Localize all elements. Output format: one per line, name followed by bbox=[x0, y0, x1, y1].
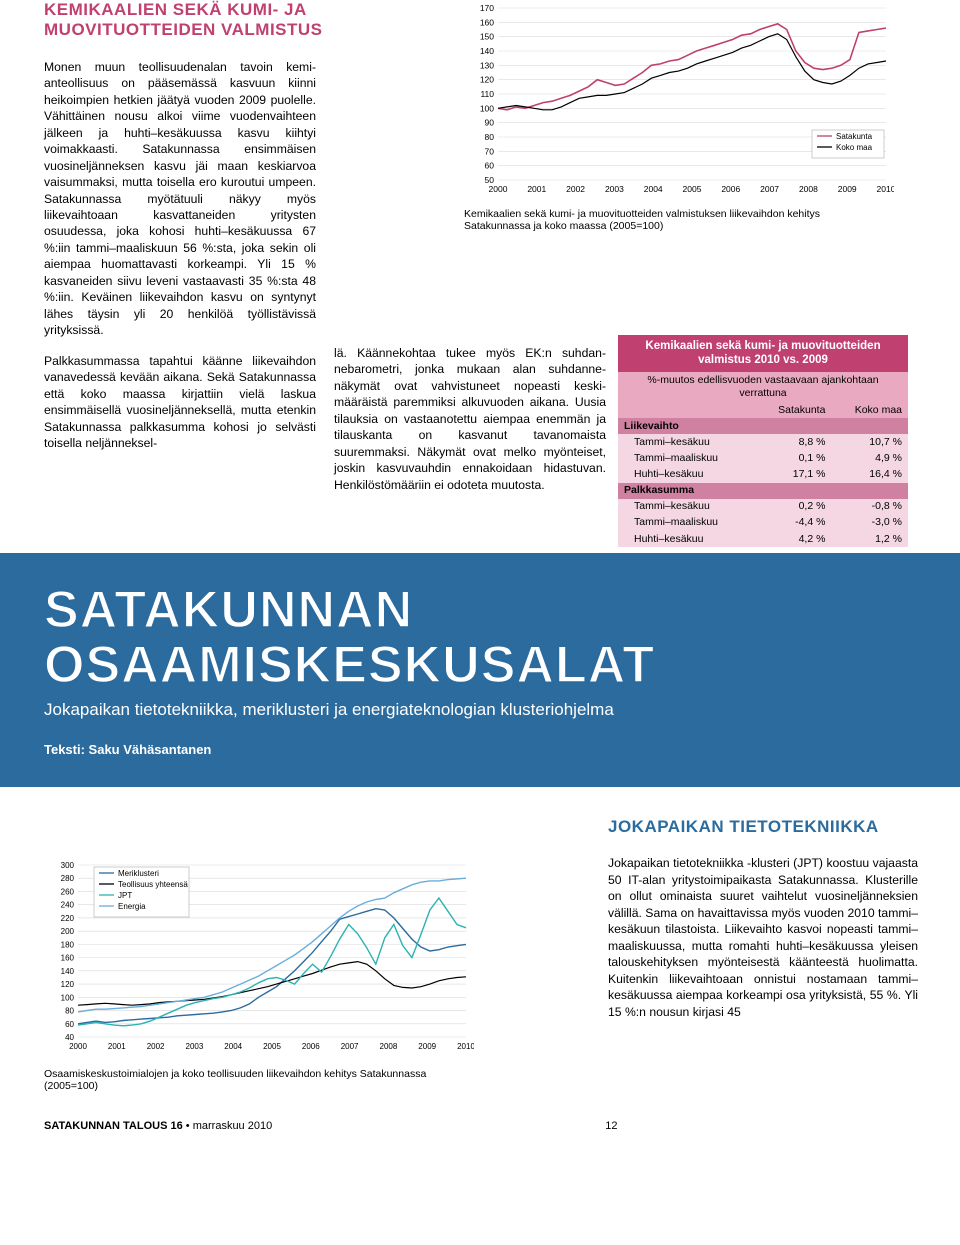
svg-text:Meriklusteri: Meriklusteri bbox=[118, 869, 159, 878]
svg-text:90: 90 bbox=[485, 118, 495, 128]
page2-osaamiskeskusalat: SATAKUNNAN OSAAMISKESKUSALAT Jokapaikan … bbox=[0, 553, 960, 1152]
section1-heading: KEMIKAALIEN SEKÄ KUMI- JA MUOVITUOTTEIDE… bbox=[44, 0, 334, 41]
svg-text:Teollisuus yhteensä: Teollisuus yhteensä bbox=[118, 880, 188, 889]
band-credit: Teksti: Saku Vähäsantanen bbox=[44, 742, 916, 757]
svg-text:2005: 2005 bbox=[683, 184, 702, 194]
col1: KEMIKAALIEN SEKÄ KUMI- JA MUOVITUOTTEIDE… bbox=[44, 0, 334, 493]
svg-text:2004: 2004 bbox=[644, 184, 663, 194]
page1-kemikaalit: KEMIKAALIEN SEKÄ KUMI- JA MUOVITUOTTEIDE… bbox=[0, 0, 960, 523]
svg-text:140: 140 bbox=[480, 46, 494, 56]
svg-text:40: 40 bbox=[65, 1033, 74, 1042]
svg-text:150: 150 bbox=[480, 32, 494, 42]
svg-text:100: 100 bbox=[480, 103, 494, 113]
chart2-caption: Osaamiskeskustoimialojen ja koko teollis… bbox=[44, 1068, 444, 1092]
svg-text:140: 140 bbox=[61, 967, 75, 976]
svg-text:JPT: JPT bbox=[118, 891, 132, 900]
chart1-column: 5060708090100110120130140150160170200020… bbox=[624, 0, 914, 493]
svg-text:220: 220 bbox=[61, 914, 75, 923]
svg-text:2002: 2002 bbox=[147, 1042, 165, 1051]
svg-text:2007: 2007 bbox=[760, 184, 779, 194]
stats-title: Kemikaalien sekä kumi- ja muovi­tuotteid… bbox=[618, 335, 908, 372]
svg-text:80: 80 bbox=[485, 132, 495, 142]
svg-text:2003: 2003 bbox=[186, 1042, 204, 1051]
svg-text:130: 130 bbox=[480, 60, 494, 70]
svg-text:2009: 2009 bbox=[838, 184, 857, 194]
svg-text:2006: 2006 bbox=[721, 184, 740, 194]
svg-text:Energia: Energia bbox=[118, 902, 146, 911]
svg-text:2001: 2001 bbox=[108, 1042, 126, 1051]
chart2: 40 60 80 100 120 140 160 180 200 220 240 260 280 300 2… bbox=[44, 857, 474, 1057]
stats-subtitle: %-muutos edellisvuoden vastaavaan ajanko… bbox=[618, 372, 908, 402]
svg-text:2002: 2002 bbox=[566, 184, 585, 194]
svg-text:120: 120 bbox=[61, 980, 75, 989]
svg-text:Satakunta: Satakunta bbox=[836, 132, 873, 141]
svg-text:100: 100 bbox=[61, 994, 75, 1003]
svg-text:170: 170 bbox=[480, 3, 494, 13]
svg-text:240: 240 bbox=[61, 901, 75, 910]
svg-text:80: 80 bbox=[65, 1007, 74, 1016]
footer: SATAKUNNAN TALOUS 16 • marraskuu 2010 12 bbox=[0, 1092, 960, 1152]
svg-text:2009: 2009 bbox=[418, 1042, 436, 1051]
section2-subheading: JOKAPAIKAN TIETOTEKNIIKKA bbox=[608, 817, 918, 837]
svg-text:2008: 2008 bbox=[799, 184, 818, 194]
svg-text:2001: 2001 bbox=[527, 184, 546, 194]
footer-issue: SATAKUNNAN TALOUS 16 bbox=[44, 1120, 183, 1132]
svg-text:2008: 2008 bbox=[380, 1042, 398, 1051]
outline-title: SATAKUNNAN OSAAMISKESKUSALAT bbox=[44, 583, 916, 692]
svg-text:70: 70 bbox=[485, 146, 495, 156]
svg-text:180: 180 bbox=[61, 941, 75, 950]
svg-text:260: 260 bbox=[61, 888, 75, 897]
footer-bullet: • bbox=[186, 1120, 193, 1132]
svg-text:60: 60 bbox=[485, 161, 495, 171]
jokapaikan-column: JOKAPAIKAN TIETOTEKNIIKKA Jokapaikan tie… bbox=[608, 817, 918, 1092]
svg-text:2005: 2005 bbox=[263, 1042, 281, 1051]
svg-text:120: 120 bbox=[480, 75, 494, 85]
svg-text:110: 110 bbox=[480, 89, 494, 99]
svg-text:2000: 2000 bbox=[489, 184, 508, 194]
chart1: 5060708090100110120130140150160170200020… bbox=[464, 0, 894, 200]
svg-text:2000: 2000 bbox=[69, 1042, 87, 1051]
stats-table: Kemikaalien sekä kumi- ja muovi­tuotteid… bbox=[618, 335, 908, 547]
svg-text:2006: 2006 bbox=[302, 1042, 320, 1051]
band-subtitle: Jokapaikan tietotekniikka, meriklusteri … bbox=[44, 700, 916, 720]
section1-body-p1: Monen muun teollisuudenalan tavoin kemi­… bbox=[44, 59, 334, 339]
svg-text:60: 60 bbox=[65, 1020, 74, 1029]
svg-text:280: 280 bbox=[61, 875, 75, 884]
svg-text:160: 160 bbox=[480, 17, 494, 27]
footer-date: marraskuu 2010 bbox=[193, 1120, 273, 1132]
blue-band: SATAKUNNAN OSAAMISKESKUSALAT Jokapaikan … bbox=[0, 553, 960, 787]
section2-body: Jokapaikan tietotekniikka -klusteri (JPT… bbox=[608, 855, 918, 1020]
svg-text:2003: 2003 bbox=[605, 184, 624, 194]
chart2-column: 40 60 80 100 120 140 160 180 200 220 240 260 280 300 2… bbox=[44, 817, 584, 1092]
svg-text:2010: 2010 bbox=[457, 1042, 474, 1051]
svg-text:Koko maa: Koko maa bbox=[836, 143, 873, 152]
svg-text:300: 300 bbox=[61, 861, 75, 870]
section1-body-p2: Palkkasummassa tapahtui käänne liikevaih… bbox=[44, 353, 334, 452]
svg-text:160: 160 bbox=[61, 954, 75, 963]
svg-text:2010: 2010 bbox=[877, 184, 894, 194]
svg-text:2004: 2004 bbox=[224, 1042, 242, 1051]
svg-text:2007: 2007 bbox=[341, 1042, 359, 1051]
stats-table-body: SatakuntaKoko maaLiikevaihtoTammi–kesäku… bbox=[618, 402, 908, 547]
svg-text:200: 200 bbox=[61, 928, 75, 937]
chart1-caption: Kemikaalien sekä kumi- ja muovituotteide… bbox=[464, 208, 884, 232]
footer-page: 12 bbox=[605, 1120, 617, 1132]
